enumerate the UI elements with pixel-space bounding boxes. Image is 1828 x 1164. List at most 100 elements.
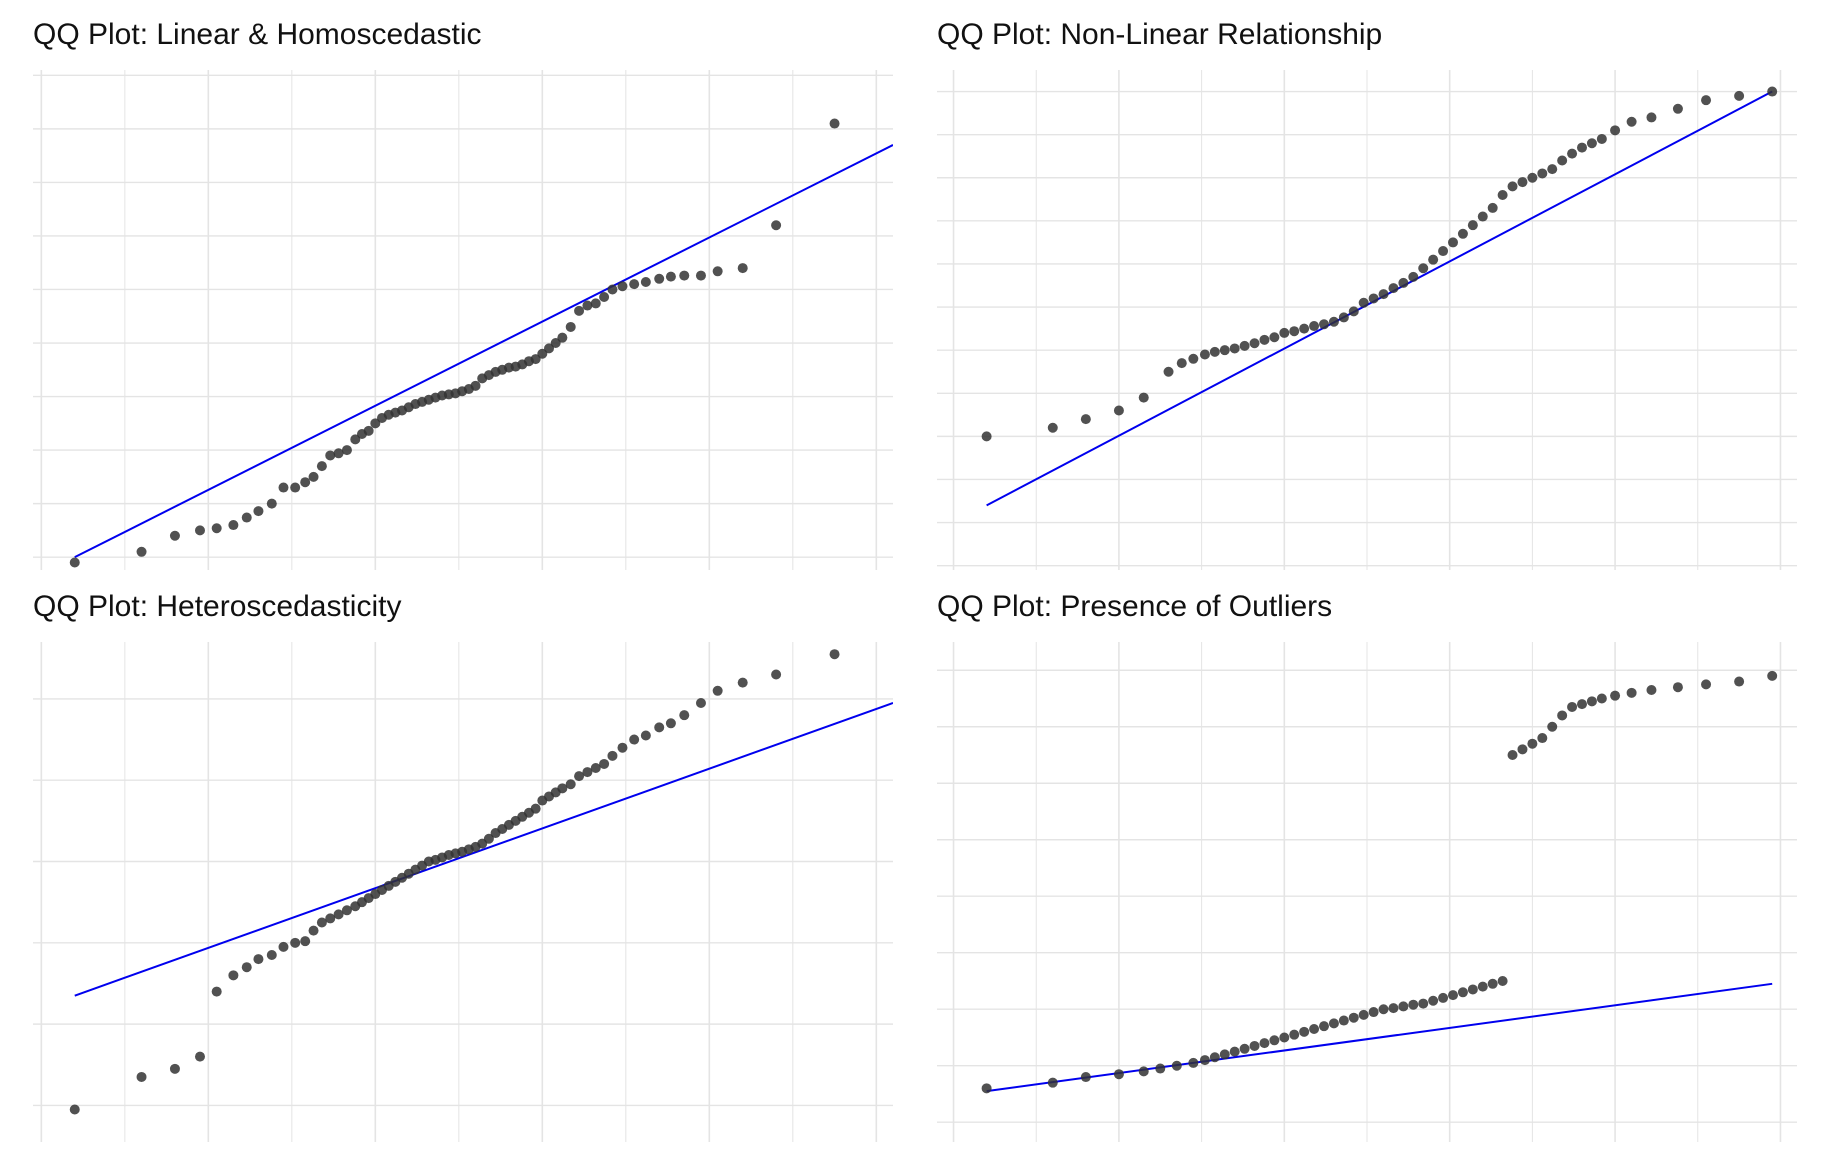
data-point (1457, 987, 1468, 998)
data-point (574, 771, 585, 782)
data-point (1209, 1052, 1220, 1063)
data-point (1517, 177, 1528, 188)
data-point (69, 1104, 80, 1115)
data-point (483, 833, 494, 844)
data-point (1163, 366, 1174, 377)
data-point (1047, 422, 1058, 433)
data-point (1537, 733, 1548, 744)
data-point (1209, 346, 1220, 357)
data-point (1507, 749, 1518, 760)
data-point (1457, 228, 1468, 239)
data-point (1239, 340, 1250, 351)
data-point (565, 779, 576, 790)
data-point (1567, 148, 1578, 159)
data-point (266, 950, 277, 961)
data-point (1487, 978, 1498, 989)
data-point (1138, 392, 1149, 403)
data-point (737, 263, 748, 274)
panel-title: QQ Plot: Linear & Homoscedastic (33, 18, 482, 51)
data-point (136, 1071, 147, 1082)
data-point (1219, 345, 1230, 356)
data-point (1408, 271, 1419, 282)
data-point (1610, 690, 1621, 701)
data-point (617, 742, 628, 753)
data-point (654, 722, 665, 733)
data-point (1428, 254, 1439, 265)
data-point (557, 783, 568, 794)
data-point (470, 380, 481, 391)
data-point (1358, 1009, 1369, 1020)
data-point (550, 338, 561, 349)
data-point (829, 649, 840, 660)
qq-panel-heteroscedasticity: QQ Plot: Heteroscedasticity (33, 590, 903, 1145)
data-point (1080, 1072, 1091, 1083)
panel-title: QQ Plot: Heteroscedasticity (33, 590, 402, 623)
data-point (695, 697, 706, 708)
data-point (1279, 1032, 1290, 1043)
data-point (1626, 116, 1637, 127)
data-point (1328, 316, 1339, 327)
data-point (1348, 1012, 1359, 1023)
data-point (308, 471, 319, 482)
data-point (1319, 319, 1329, 330)
data-point (211, 523, 222, 534)
data-point (278, 482, 289, 493)
data-point (1358, 297, 1369, 308)
reference-line (986, 90, 1773, 507)
data-point (1557, 155, 1568, 166)
data-point (1171, 1060, 1182, 1071)
data-point (1507, 181, 1518, 192)
data-point (1701, 679, 1712, 690)
data-point (1239, 1043, 1250, 1054)
qq-panel-outliers: QQ Plot: Presence of Outliers (937, 590, 1797, 1145)
data-point (1487, 202, 1498, 213)
data-point (640, 276, 651, 287)
data-point (1378, 289, 1389, 300)
data-point (1517, 744, 1528, 755)
qq-plot-non-linear (937, 70, 1797, 570)
data-point (136, 546, 147, 557)
data-point (194, 1051, 205, 1062)
data-point (1338, 1015, 1349, 1026)
data-point (363, 425, 374, 436)
data-point (333, 909, 344, 920)
data-point (1269, 1035, 1280, 1046)
data-point (544, 343, 554, 354)
data-point (1219, 1049, 1230, 1060)
data-point (1477, 211, 1488, 222)
data-point (607, 284, 618, 295)
qq-panel-linear-homoscedastic: QQ Plot: Linear & Homoscedastic (33, 18, 903, 573)
data-point (1279, 327, 1290, 338)
data-point (308, 925, 319, 936)
data-point (1418, 263, 1429, 274)
data-point (1734, 676, 1745, 687)
data-point (290, 482, 301, 493)
data-point (1577, 142, 1587, 153)
data-point (1080, 414, 1091, 425)
data-point (1113, 1069, 1124, 1080)
data-point (1577, 699, 1587, 710)
data-point (712, 266, 723, 277)
data-point (300, 936, 311, 947)
qq-panel-non-linear: QQ Plot: Non-Linear Relationship (937, 18, 1797, 573)
data-point (771, 220, 782, 231)
data-point (1448, 237, 1458, 248)
data-point (1176, 358, 1187, 369)
data-point (1269, 332, 1280, 343)
data-point (194, 525, 205, 536)
data-point (1467, 220, 1478, 231)
data-point (1626, 687, 1637, 698)
data-point (1497, 190, 1508, 200)
data-point (617, 281, 628, 292)
data-point (1547, 721, 1558, 732)
data-point (1309, 321, 1320, 332)
data-point (1767, 670, 1778, 681)
data-point (665, 718, 676, 729)
data-point (1398, 277, 1409, 288)
data-point (266, 498, 277, 509)
data-point (565, 321, 576, 332)
data-point (370, 418, 381, 429)
data-point (1047, 1077, 1058, 1088)
qq-plot-heteroscedasticity (33, 642, 893, 1142)
data-point (590, 298, 601, 309)
